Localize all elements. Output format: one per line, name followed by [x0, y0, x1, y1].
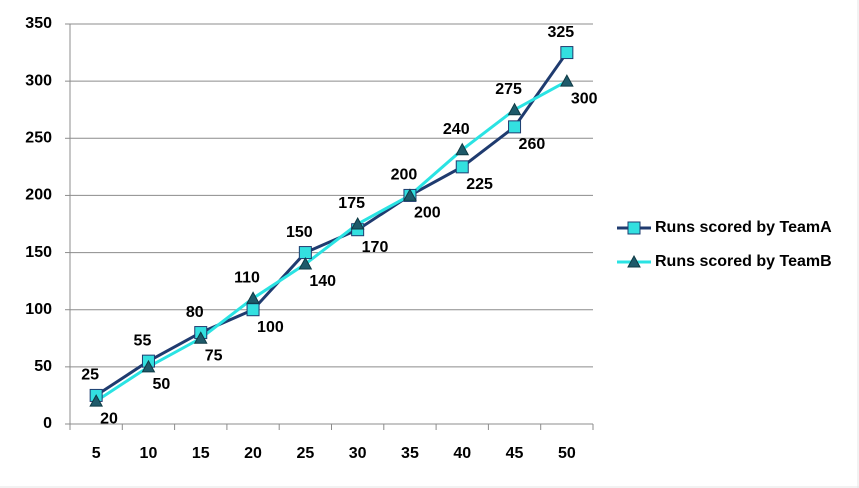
x-tick-label: 10: [140, 445, 158, 462]
x-tick-label: 35: [401, 445, 419, 462]
x-tick-label: 45: [506, 445, 524, 462]
data-point: [455, 142, 470, 156]
data-label: 325: [547, 24, 574, 41]
legend-marker: [627, 221, 641, 235]
data-point: [89, 394, 103, 407]
data-point: [193, 331, 208, 344]
data-label: 260: [519, 136, 546, 153]
y-tick-label: 100: [25, 301, 52, 318]
data-point: [141, 359, 156, 373]
data-point: [507, 102, 522, 116]
y-tick-label: 150: [25, 244, 52, 261]
data-label: 50: [152, 376, 170, 393]
data-label: 300: [571, 90, 598, 107]
y-tick-label: 350: [25, 15, 52, 32]
legend-marker: [627, 254, 641, 268]
data-label: 110: [234, 270, 260, 287]
data-point: [350, 216, 365, 230]
data-label: 150: [286, 224, 313, 241]
data-label: 200: [414, 205, 441, 222]
x-tick-label: 15: [192, 445, 210, 462]
series-line: [95, 79, 568, 403]
data-label: 80: [186, 304, 204, 321]
data-label: 100: [257, 319, 284, 336]
legend-label: Runs scored by TeamB: [655, 253, 832, 270]
x-tick-label: 25: [296, 445, 314, 462]
data-point: [246, 303, 260, 317]
x-tick-label: 20: [244, 445, 262, 462]
data-point: [298, 246, 312, 260]
x-tick-label: 30: [349, 445, 367, 462]
data-label: 25: [81, 367, 99, 384]
data-label: 140: [309, 273, 336, 290]
data-label: 175: [338, 195, 365, 212]
data-label: 240: [443, 121, 470, 138]
data-point: [403, 188, 417, 201]
data-label: 75: [205, 348, 223, 365]
y-tick-label: 0: [43, 415, 52, 432]
y-tick-label: 50: [34, 358, 52, 375]
x-tick-label: 40: [453, 445, 471, 462]
data-label: 170: [362, 239, 389, 256]
data-point: [508, 120, 522, 134]
data-label: 275: [495, 81, 522, 98]
data-label: 200: [391, 167, 418, 184]
y-tick-label: 200: [25, 187, 52, 204]
data-point: [246, 291, 260, 304]
data-label: 20: [100, 410, 118, 427]
legend-label: Runs scored by TeamA: [655, 219, 832, 236]
y-tick-label: 300: [25, 72, 52, 89]
x-tick-label: 50: [558, 445, 576, 462]
y-tick-label: 250: [25, 130, 52, 147]
data-point: [455, 160, 469, 174]
data-point: [298, 256, 313, 270]
x-tick-label: 5: [92, 445, 101, 462]
data-label: 55: [134, 332, 152, 349]
data-label: 225: [466, 176, 493, 193]
data-point: [560, 46, 574, 60]
data-point: [560, 74, 574, 87]
series-line: [95, 51, 569, 397]
